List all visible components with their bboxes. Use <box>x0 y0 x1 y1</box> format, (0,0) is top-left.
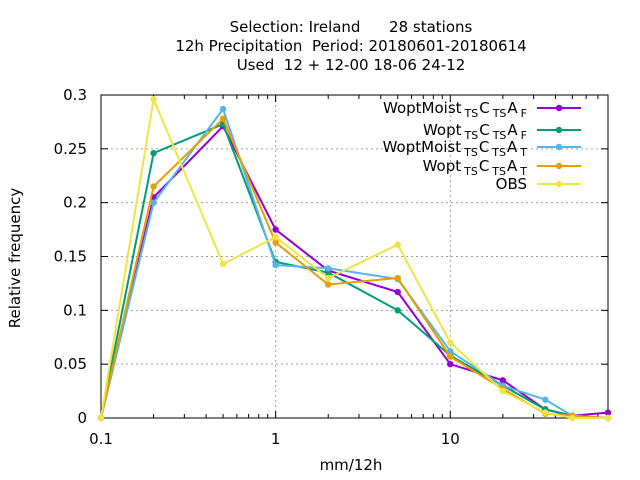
series-3-point <box>542 396 549 403</box>
series-5-point <box>150 96 157 103</box>
chart-title: Selection: Ireland 28 stations 12h Preci… <box>175 18 526 74</box>
legend-swatch-point <box>555 162 563 170</box>
legend-swatch-point <box>555 126 563 134</box>
title-line-3: Used 12 + 12-00 18-06 24-12 <box>237 56 466 74</box>
series-5-point <box>272 233 279 241</box>
series-1-point <box>499 377 507 384</box>
series-4-point <box>219 115 227 122</box>
series-4-point <box>394 274 401 282</box>
data-series <box>97 95 612 422</box>
series-2-point <box>394 307 401 314</box>
y-tick-label: 0.2 <box>63 194 87 212</box>
series-5-point <box>325 274 332 282</box>
legend-label: Wopt TSC TSA F <box>423 121 527 142</box>
legend-swatch-point <box>555 104 563 112</box>
series-5-point <box>97 414 105 422</box>
x-tick-label: 10 <box>441 430 460 448</box>
legend-label: Wopt TSC TSA T <box>423 157 528 178</box>
series-3-point <box>150 199 157 206</box>
x-tick-label: 0.1 <box>89 430 113 448</box>
legend-label: WoptMoist TSC TSA T <box>383 138 528 159</box>
x-tick-label: 1 <box>271 430 281 448</box>
series-5-point <box>604 414 612 422</box>
legend-swatch-point <box>555 143 563 151</box>
series-line-2 <box>100 122 609 419</box>
series-1-point <box>604 409 612 416</box>
series-5-point <box>219 260 227 268</box>
series-3-point <box>325 265 332 272</box>
series-3-point <box>219 105 227 113</box>
series-5-point <box>542 409 549 416</box>
y-tick-label: 0.25 <box>54 140 87 158</box>
series-1-point <box>447 360 454 368</box>
series-5-point <box>569 414 576 422</box>
y-tick-label: 0.1 <box>63 301 87 319</box>
series-line-5 <box>100 95 608 419</box>
series-5-point <box>499 387 507 395</box>
series-1-point <box>394 288 401 296</box>
y-tick-label: 0.05 <box>54 355 87 373</box>
legend-label: OBS <box>496 175 527 193</box>
axis-ticks: 0 0.05 0.1 0.15 0.2 0.25 0.3 0.1 1 10 <box>54 86 608 448</box>
series-3-point <box>272 261 279 269</box>
y-axis-label: Relative frequency <box>6 188 24 329</box>
y-tick-label: 0.3 <box>63 86 87 104</box>
y-tick-label: 0.15 <box>54 248 87 266</box>
series-4-point <box>150 183 157 190</box>
series-line-4 <box>100 116 609 419</box>
series-4-point <box>272 239 279 246</box>
series-5-point <box>447 339 454 346</box>
series-2-point <box>150 149 157 157</box>
title-line-1: Selection: Ireland 28 stations <box>230 18 473 36</box>
legend-swatch-point <box>555 180 563 188</box>
grid-lines <box>101 95 608 418</box>
series-1-point <box>272 226 279 233</box>
legend-label: WoptMoist TSC TSA F <box>383 99 527 120</box>
series-4-point <box>325 281 332 288</box>
title-line-2: 12h Precipitation Period: 20180601-20180… <box>175 37 526 55</box>
y-tick-label: 0 <box>77 409 87 427</box>
series-5-point <box>394 241 401 248</box>
x-axis-label: mm/12h <box>320 456 383 474</box>
series-4-point <box>447 353 454 360</box>
